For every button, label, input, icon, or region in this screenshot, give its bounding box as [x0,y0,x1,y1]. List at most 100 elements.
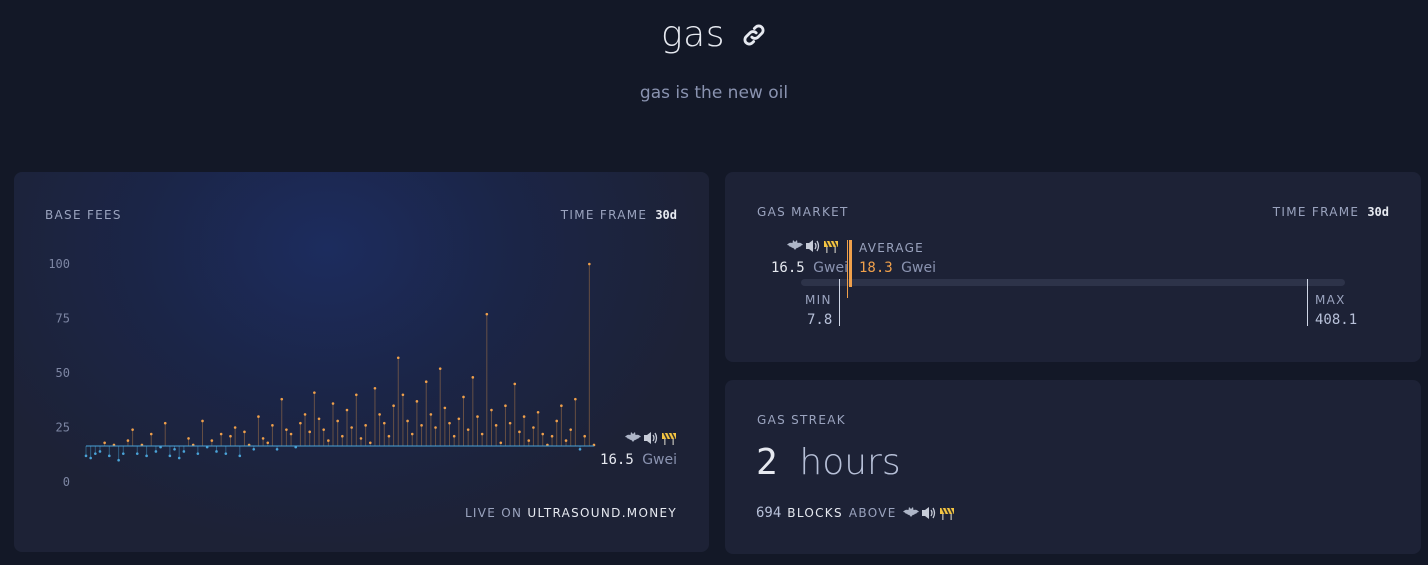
y-tick-label: 0 [63,475,70,489]
gas-market-range-bar [801,279,1345,286]
y-tick-label: 25 [56,421,70,435]
average-unit: Gwei [901,260,936,276]
data-point [462,395,465,399]
data-point [201,419,204,423]
page-title: gas [661,14,725,55]
timeframe-label: TIME FRAME [1272,205,1360,219]
y-tick-label: 75 [56,312,70,326]
data-point [271,424,274,427]
speaker-icon [644,432,658,444]
data-point [588,262,591,266]
data-point [210,439,214,442]
data-point [243,430,246,434]
current-marker-line [847,240,848,298]
streak-unit: hours [799,442,901,483]
ultrasound-emoji-group [787,239,839,253]
data-point [494,424,498,427]
data-point [280,397,284,401]
data-point [229,434,232,438]
data-point [359,437,363,440]
data-point [382,421,386,425]
data-point [415,400,419,403]
data-point [266,441,270,445]
timeframe-value[interactable]: 30d [1367,205,1389,219]
data-point [233,426,237,429]
page-subtitle: gas is the new oil [639,83,789,103]
streak-value: 2 hours [756,442,901,483]
data-point [448,421,451,425]
live-on-footer: LIVE ON ULTRASOUND.MONEY [465,506,677,520]
data-point [350,426,353,429]
timeframe-label: TIME FRAME [560,208,648,222]
live-on-label: LIVE ON [464,506,523,520]
data-point [219,432,223,436]
base-fees-timeframe[interactable]: TIME FRAME 30d [561,208,677,222]
data-point [420,424,423,427]
data-point [466,428,470,431]
data-point [149,432,153,436]
data-point [504,404,507,407]
speaker-icon [921,507,935,519]
data-point [299,421,302,425]
data-point [84,454,88,458]
data-point [108,454,111,458]
data-point [355,393,358,397]
data-point [117,458,120,462]
data-point [121,452,125,455]
data-point [518,430,521,434]
streak-number: 2 [756,442,778,483]
data-point [224,452,228,455]
data-point [401,393,405,397]
gas-streak-title: GAS STREAK [757,413,846,427]
data-point [499,441,503,445]
data-point [522,415,526,418]
data-point [564,439,568,442]
data-point [196,452,200,455]
y-tick-label: 100 [48,257,70,271]
data-point [313,391,316,394]
y-tick-label: 50 [56,366,70,380]
data-point [275,448,279,451]
bat-icon [625,432,641,442]
min-marker-line [839,279,840,326]
timeframe-value[interactable]: 30d [655,208,677,222]
data-point [308,430,312,434]
data-point [569,428,572,431]
current-fee-unit: Gwei [813,260,848,276]
data-point [574,397,577,401]
data-point [252,448,256,451]
data-point [536,410,540,414]
construction-barrier-icon [939,507,954,520]
data-point [410,432,414,436]
data-point [154,450,158,453]
data-point [429,413,433,416]
data-point [476,415,479,418]
data-point [135,452,139,455]
data-point [443,406,447,410]
data-point [396,356,400,360]
average-label: AVERAGE [859,241,925,255]
ultrasound-emoji-group [625,431,677,445]
ultrasound-money-link[interactable]: ULTRASOUND.MONEY [527,506,677,520]
data-point [513,382,517,386]
link-icon[interactable] [741,22,767,48]
construction-barrier-icon [824,240,838,253]
data-point [94,452,97,455]
data-point [215,450,218,453]
gas-market-timeframe[interactable]: TIME FRAME 30d [1273,205,1389,219]
data-point [452,434,456,438]
base-fees-chart: 100 75 50 25 0 [48,257,596,489]
data-point [471,376,475,379]
data-point [163,421,167,425]
data-point [527,439,531,442]
data-point [173,448,176,451]
gas-market-title: GAS MARKET [757,205,849,219]
streak-blocks-count: 694 [756,505,782,521]
data-point [578,448,582,451]
base-fees-card: BASE FEES TIME FRAME 30d 100 75 50 25 0 16.5… [14,172,709,552]
data-point [508,421,512,425]
gas-streak-card: GAS STREAK 2 hours 694 BLOCKS ABOVE [725,380,1421,554]
data-point [438,367,442,370]
min-label: MIN [805,293,832,307]
bat-icon [902,507,919,517]
